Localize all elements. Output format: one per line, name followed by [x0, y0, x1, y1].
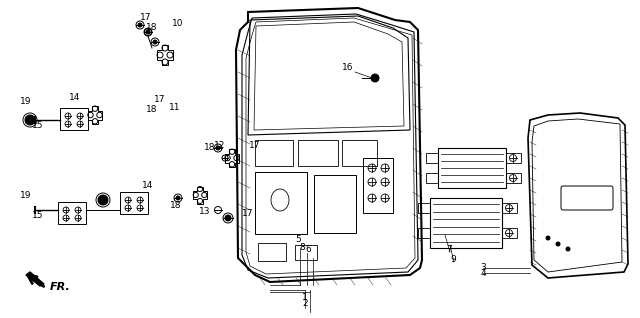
Text: 16: 16 [342, 64, 354, 73]
Bar [342, 140, 377, 166]
Bar [502, 228, 517, 238]
Bar [438, 148, 506, 188]
Text: 4: 4 [480, 269, 486, 279]
Circle shape [146, 30, 150, 34]
Circle shape [371, 74, 379, 82]
Bar [506, 173, 521, 183]
Circle shape [138, 23, 142, 27]
Text: 17: 17 [243, 209, 253, 218]
Text: 18: 18 [147, 23, 157, 31]
Bar [58, 202, 86, 224]
Bar [502, 203, 517, 213]
Text: 13: 13 [199, 208, 211, 217]
Circle shape [556, 242, 560, 246]
Bar [60, 108, 88, 130]
Bar [295, 245, 317, 260]
Text: 19: 19 [20, 191, 32, 201]
Bar [418, 228, 430, 238]
Text: 9: 9 [450, 255, 456, 265]
Circle shape [216, 146, 220, 150]
Bar [418, 203, 430, 213]
Text: 11: 11 [169, 102, 180, 112]
Text: 18: 18 [204, 143, 216, 153]
Text: FR.: FR. [50, 282, 71, 292]
Circle shape [546, 236, 550, 240]
Text: 1: 1 [302, 293, 308, 301]
Text: 7: 7 [446, 245, 452, 254]
Circle shape [566, 247, 570, 251]
Bar [363, 158, 393, 213]
Text: 15: 15 [32, 211, 44, 220]
Bar [255, 172, 307, 234]
Bar [120, 192, 148, 214]
Text: 17: 17 [140, 12, 152, 22]
Bar [314, 175, 356, 233]
Bar [298, 140, 338, 166]
Text: 10: 10 [172, 19, 184, 29]
Text: 18: 18 [170, 201, 182, 210]
Text: 8: 8 [299, 243, 305, 252]
Text: 2: 2 [302, 300, 308, 308]
Text: 17: 17 [154, 95, 166, 105]
Bar [506, 153, 521, 163]
Circle shape [176, 196, 180, 200]
Bar [426, 173, 438, 183]
Text: 14: 14 [142, 181, 154, 190]
Bar [430, 198, 502, 248]
Text: 15: 15 [32, 121, 44, 130]
Text: 19: 19 [20, 98, 32, 107]
Text: 3: 3 [480, 262, 486, 272]
Polygon shape [26, 272, 44, 286]
Text: 12: 12 [214, 141, 226, 149]
Circle shape [98, 195, 108, 205]
Bar [426, 153, 438, 163]
Bar [255, 140, 293, 166]
Text: 17: 17 [249, 142, 260, 150]
Text: 14: 14 [69, 93, 81, 101]
Circle shape [225, 215, 231, 221]
Text: 5: 5 [295, 236, 301, 245]
Text: 6: 6 [305, 245, 311, 253]
Circle shape [153, 40, 157, 44]
Circle shape [25, 115, 35, 125]
Text: 18: 18 [147, 106, 157, 114]
Bar [258, 243, 286, 261]
